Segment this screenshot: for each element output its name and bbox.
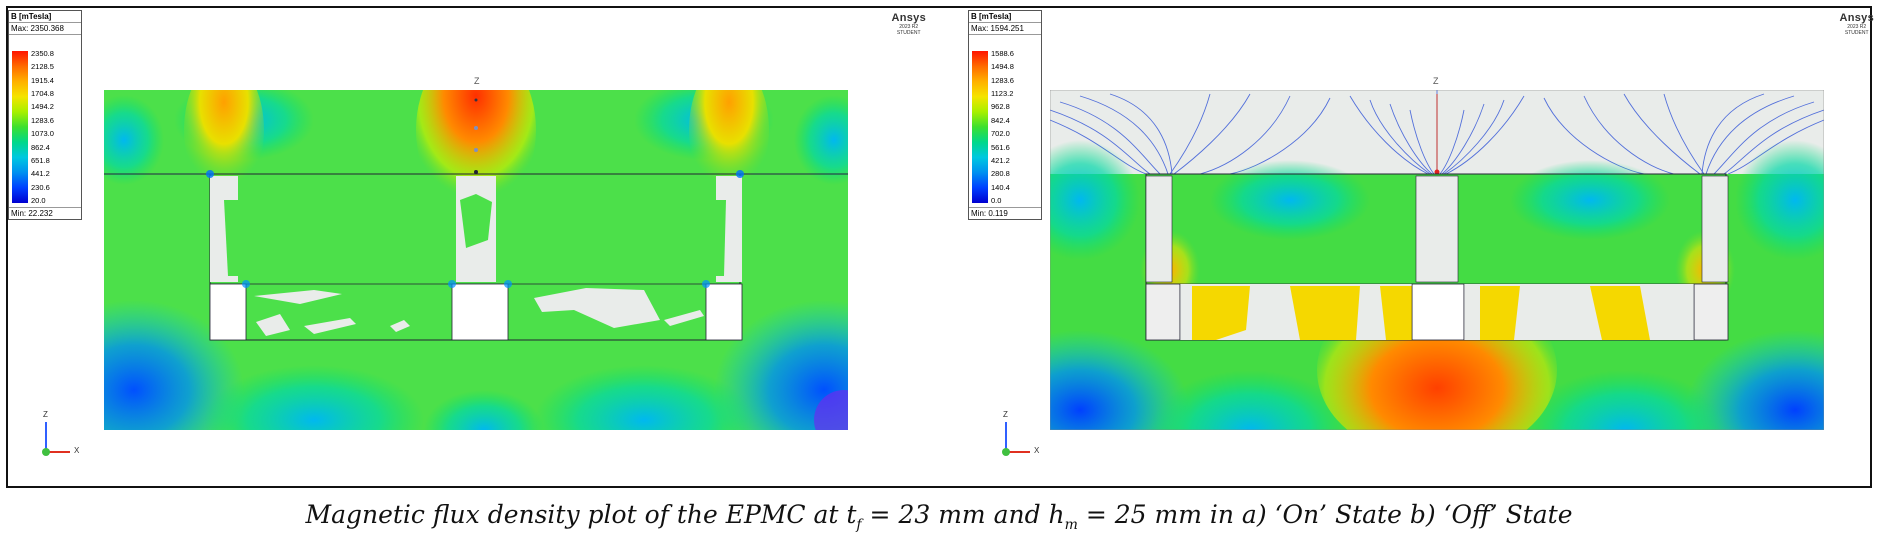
panel-off-state: B [mTesla] Max: 1594.251 1588.6 1494.8 1…: [950, 6, 1878, 476]
z-axis-label: Z: [474, 76, 480, 86]
legend-tick: 1123.2: [991, 89, 1014, 99]
legend-tick: 1494.2: [31, 102, 54, 112]
legend-tick: 421.2: [991, 155, 1010, 165]
figure-frame: [6, 6, 1872, 488]
triad-z-label: Z: [1003, 410, 1008, 419]
panel-on-state: B [mTesla] Max: 2350.368 2350.8 2128.5 1…: [4, 6, 934, 476]
legend-tick: 1915.4: [31, 75, 54, 85]
legend-title: B [mTesla]: [9, 11, 81, 23]
legend-max: Max: 2350.368: [9, 23, 81, 35]
legend-tick: 140.4: [991, 182, 1010, 192]
legend-tick: 1283.6: [991, 75, 1014, 85]
legend-tick: 702.0: [991, 129, 1010, 139]
color-legend: B [mTesla] Max: 2350.368 2350.8 2128.5 1…: [8, 10, 82, 220]
legend-tick: 1704.8: [31, 89, 54, 99]
legend-max: Max: 1594.251: [969, 23, 1041, 35]
flux-density-plot-off: [1050, 90, 1824, 430]
legend-tick: 842.4: [991, 115, 1010, 125]
caption-suffix: = 25 mm in a) ‘On’ State b) ‘Off’ State: [1077, 500, 1573, 529]
legend-color-bar: [12, 51, 28, 203]
legend-color-bar: [972, 51, 988, 203]
legend-tick: 441.2: [31, 169, 50, 179]
triad-z-label: Z: [43, 410, 48, 419]
triad-x-label: X: [74, 446, 80, 455]
legend-ticks: 2350.8 2128.5 1915.4 1704.8 1494.2 1283.…: [31, 49, 79, 205]
coordinate-triad: Z X: [34, 410, 94, 464]
legend-tick: 962.8: [991, 102, 1010, 112]
legend-tick: 280.8: [991, 169, 1010, 179]
brand-name: Ansys: [891, 12, 926, 24]
legend-tick: 1283.6: [31, 115, 54, 125]
legend-tick: 862.4: [31, 142, 50, 152]
legend-tick: 1494.8: [991, 62, 1014, 72]
z-axis-label: Z: [1433, 76, 1439, 86]
brand-tier: STUDENT: [1844, 30, 1869, 36]
brand-name: Ansys: [1839, 12, 1874, 24]
legend-title: B [mTesla]: [969, 11, 1041, 23]
coordinate-triad: Z X: [994, 410, 1054, 464]
legend-tick: 20.0: [31, 195, 46, 205]
caption-prefix: Magnetic flux density plot of the EPMC a…: [305, 500, 857, 529]
legend-tick: 0.0: [991, 195, 1002, 205]
brand-edition: 2023 R2: [899, 24, 919, 30]
legend-tick: 230.6: [31, 182, 50, 192]
color-legend: B [mTesla] Max: 1594.251 1588.6 1494.8 1…: [968, 10, 1042, 220]
caption-sub-f: f: [856, 517, 862, 533]
figure-caption: Magnetic flux density plot of the EPMC a…: [0, 500, 1878, 533]
caption-mid: = 23 mm and h: [861, 500, 1065, 529]
legend-ticks: 1588.6 1494.8 1283.6 1123.2 962.8 842.4 …: [991, 49, 1039, 205]
legend-min: Min: 22.232: [9, 207, 81, 219]
legend-tick: 2128.5: [31, 62, 54, 72]
legend-tick: 561.6: [991, 142, 1010, 152]
brand-edition: 2023 R2: [1847, 24, 1867, 30]
legend-tick: 1588.6: [991, 49, 1014, 58]
ansys-logo: Ansys 2023 R2 STUDENT: [891, 12, 926, 36]
legend-min: Min: 0.119: [969, 207, 1041, 219]
flux-density-plot-on: [104, 90, 848, 430]
caption-sub-m: m: [1064, 517, 1078, 533]
legend-tick: 1073.0: [31, 129, 54, 139]
brand-tier: STUDENT: [896, 30, 921, 36]
ansys-logo: Ansys 2023 R2 STUDENT: [1839, 12, 1874, 36]
legend-tick: 651.8: [31, 155, 50, 165]
triad-x-label: X: [1034, 446, 1040, 455]
legend-tick: 2350.8: [31, 49, 54, 58]
